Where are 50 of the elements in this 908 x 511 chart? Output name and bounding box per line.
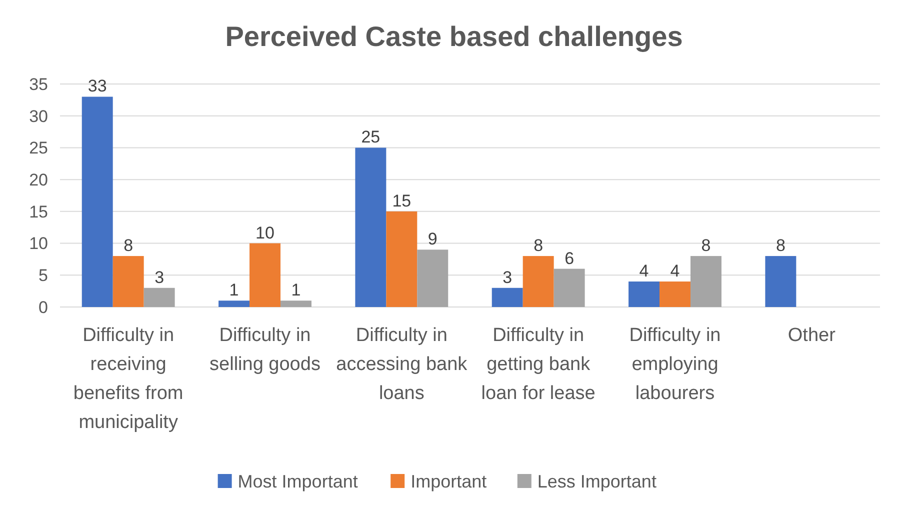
legend-label: Important <box>410 471 487 492</box>
bar <box>386 211 418 307</box>
data-label: 10 <box>256 223 274 242</box>
data-label: 8 <box>534 236 544 256</box>
bar <box>765 256 796 307</box>
chart-title: Perceived Caste based challenges <box>225 21 683 52</box>
bar <box>492 288 523 307</box>
data-label: 8 <box>124 236 134 256</box>
legend-label: Less Important <box>537 471 656 492</box>
bar <box>218 300 250 307</box>
bar <box>82 96 113 307</box>
data-label: 15 <box>392 191 412 210</box>
y-tick-label: 5 <box>38 266 48 286</box>
y-tick-label: 30 <box>29 106 48 126</box>
data-label: 8 <box>701 236 711 256</box>
bar <box>628 282 660 307</box>
y-tick-label: 10 <box>29 234 48 254</box>
y-tick-label: 0 <box>38 298 48 317</box>
data-label: 1 <box>291 280 301 300</box>
x-tick-label: Difficulty in selling goods <box>210 325 320 375</box>
data-label: 3 <box>154 268 164 287</box>
data-label: 4 <box>639 262 649 281</box>
bar <box>250 243 280 307</box>
x-tick-label: Other <box>788 325 836 346</box>
x-tick-label: Difficulty in accessing bank loans <box>336 325 468 404</box>
legend-label: Most Important <box>238 471 358 492</box>
bar <box>417 250 448 307</box>
bar <box>144 288 175 307</box>
y-tick-label: 20 <box>29 170 48 190</box>
x-tick-label: Difficulty in receiving benefits from municipality <box>73 325 184 433</box>
y-tick-label: 25 <box>29 138 48 158</box>
x-tick-label: Difficulty in employing labourers <box>629 325 721 404</box>
y-tick-label: 35 <box>29 74 48 94</box>
bar <box>280 300 312 307</box>
bar <box>355 148 386 307</box>
bar <box>112 256 144 307</box>
data-label: 3 <box>502 268 512 287</box>
data-label: 8 <box>776 236 786 256</box>
data-label: 6 <box>564 248 574 268</box>
data-label: 9 <box>428 230 438 249</box>
data-label: 4 <box>670 262 680 281</box>
data-label: 33 <box>88 76 107 96</box>
data-label: 25 <box>361 128 380 147</box>
y-tick-label: 15 <box>29 202 48 222</box>
bar <box>690 256 722 307</box>
bar <box>660 282 690 307</box>
data-label: 1 <box>229 280 239 300</box>
x-tick-label: Difficulty in getting bank loan for lease <box>481 325 596 404</box>
bar <box>554 268 585 307</box>
bar <box>522 256 554 307</box>
